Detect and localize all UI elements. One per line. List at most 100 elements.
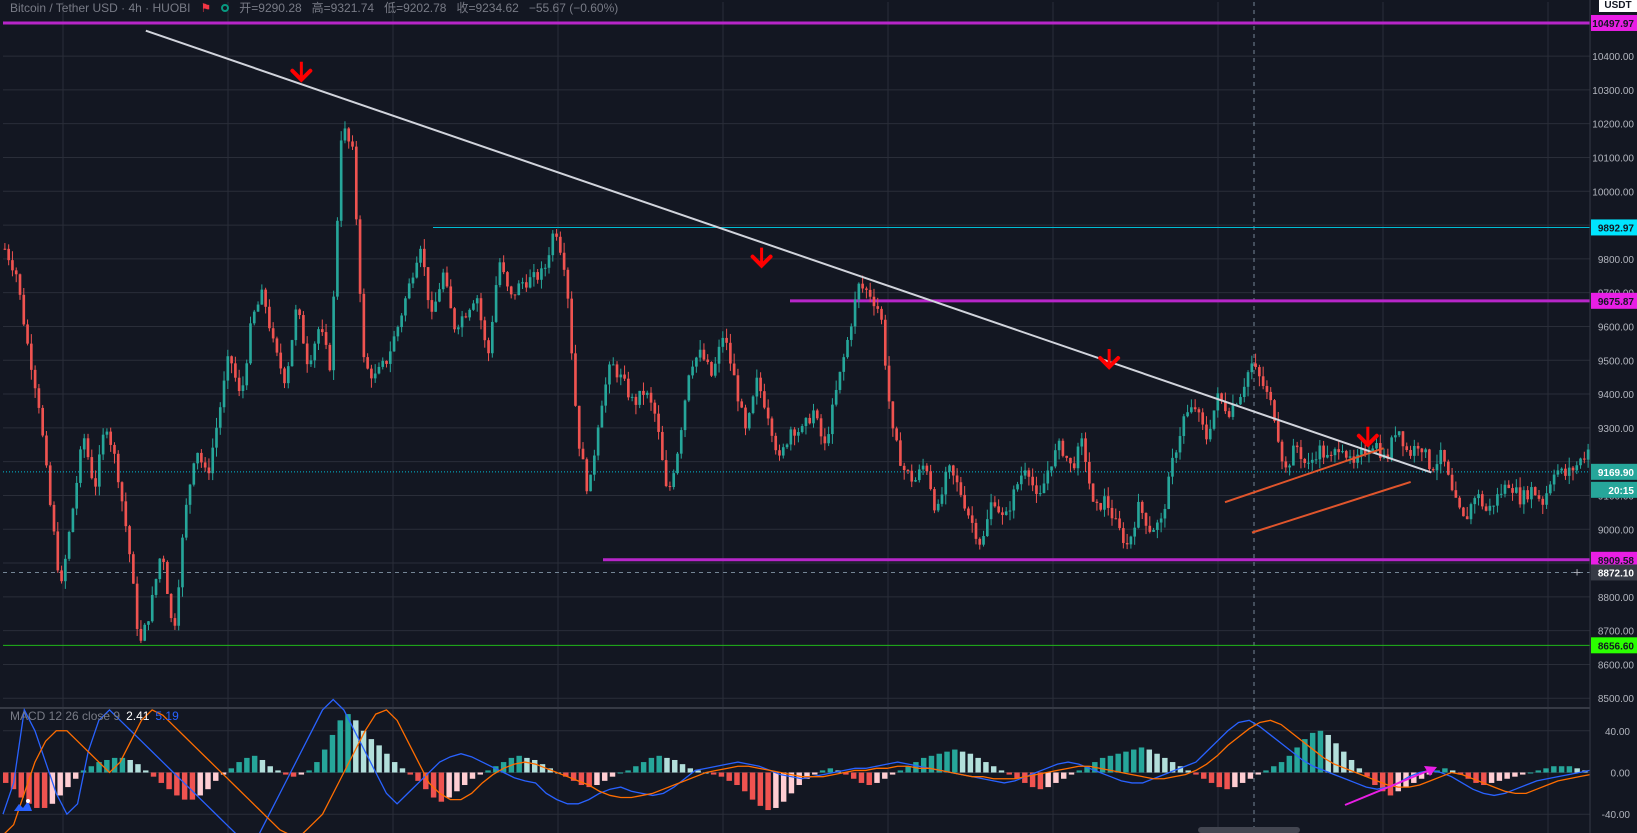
candle-body <box>1133 527 1137 537</box>
arrow-head <box>290 68 313 83</box>
candle-body <box>1511 488 1514 493</box>
price-tick-label: 10300.00 <box>1592 86 1634 97</box>
candle-body <box>902 465 906 471</box>
signal-value: 5.19 <box>155 709 179 723</box>
candle-body <box>181 537 184 588</box>
candle-body <box>52 504 56 532</box>
macd-histogram-bar <box>174 772 180 796</box>
candle-body <box>819 418 823 437</box>
macd-histogram-bar <box>1138 747 1145 773</box>
macd-histogram-bar <box>874 772 880 783</box>
candle-body <box>1276 420 1280 442</box>
candle-body <box>1095 501 1099 504</box>
channel-upper-line[interactable] <box>1224 447 1385 504</box>
tradingview-logo-icon[interactable] <box>12 797 34 815</box>
macd-histogram-bar <box>959 751 966 773</box>
candle-body <box>812 410 815 424</box>
candle-body <box>1462 507 1465 517</box>
candle-body <box>1439 449 1443 465</box>
candle-body <box>1541 498 1545 505</box>
flag-icon[interactable]: ⚑ <box>200 0 212 15</box>
candle-body <box>1163 508 1167 519</box>
candle-body <box>1020 475 1023 485</box>
channel-lower-line[interactable] <box>1251 480 1411 534</box>
add-alert-icon[interactable]: + <box>1573 564 1581 579</box>
candle-body <box>732 363 736 376</box>
candle-body <box>1492 505 1495 507</box>
candle-body <box>1344 451 1348 458</box>
candle-body <box>808 417 812 424</box>
low-value: 低=9202.78 <box>384 1 447 15</box>
candle-body <box>1212 410 1216 429</box>
price-badge-label: 9675.87 <box>1598 297 1635 308</box>
candle-body <box>974 522 978 539</box>
candle-body <box>604 384 608 406</box>
candle-body <box>135 583 139 629</box>
macd-histogram-bar <box>500 762 507 773</box>
candle-body <box>649 392 653 403</box>
macd-indicator-name[interactable]: MACD 12 26 close 9 <box>10 709 121 723</box>
candle-body <box>1409 450 1412 456</box>
macd-histogram-bar <box>158 772 165 783</box>
price-axis[interactable]: 8500.008600.008700.008800.009000.009100.… <box>1589 0 1637 833</box>
macd-histogram-bar <box>251 755 258 773</box>
candle-body <box>18 274 22 295</box>
macd-histogram-bar <box>765 772 771 811</box>
arrow-head <box>1356 433 1379 448</box>
price-badge <box>1591 14 1637 31</box>
macd-histogram-bar <box>290 772 297 777</box>
candle-body <box>1110 507 1114 519</box>
macd-histogram-bar <box>1006 772 1012 775</box>
candle-body <box>861 283 864 289</box>
candle-body <box>1295 445 1299 448</box>
macd-histogram-bar <box>407 772 413 775</box>
candle-body <box>256 304 260 312</box>
candle-body <box>634 396 638 405</box>
candle-body <box>302 315 305 344</box>
candle-body <box>989 502 993 520</box>
candle-body <box>1008 510 1012 512</box>
price-tick-label: 10000.00 <box>1592 187 1634 198</box>
candle-body <box>317 329 320 344</box>
macd-histogram-bar <box>1294 747 1300 773</box>
candle-body <box>75 482 79 509</box>
candle-body <box>528 277 532 288</box>
candle-body <box>366 357 369 369</box>
macd-histogram-bar <box>1488 772 1495 783</box>
candle-body <box>305 343 309 365</box>
candle-body <box>1310 459 1314 463</box>
candle-body <box>1560 468 1563 471</box>
candle-body <box>1416 445 1420 449</box>
descending-trendline[interactable] <box>145 29 1432 474</box>
currency-badge[interactable]: USDT <box>1599 0 1637 12</box>
sell-arrow-icon <box>290 61 313 83</box>
candle-body <box>332 296 335 371</box>
candle-body <box>676 453 679 474</box>
candle-body <box>271 328 275 339</box>
candle-body <box>320 329 324 333</box>
divergence-line[interactable] <box>1344 769 1431 806</box>
candle-body <box>502 262 505 273</box>
candle-body <box>917 469 921 481</box>
time-scrollbar[interactable] <box>1198 827 1300 833</box>
candle-body <box>124 501 128 527</box>
candle-body <box>623 374 626 379</box>
candle-body <box>98 454 101 487</box>
macd-histogram-bar <box>1123 751 1129 773</box>
candle-body <box>396 327 400 337</box>
macd-histogram-bar <box>656 755 662 773</box>
candle-body <box>1250 363 1254 373</box>
macd-histogram-bar <box>1185 770 1191 773</box>
macd-histogram-bar <box>189 772 196 800</box>
macd-histogram-bar <box>1379 772 1386 792</box>
candle-body <box>842 357 846 372</box>
macd-histogram-bar <box>850 772 857 779</box>
candle-body <box>1265 385 1269 392</box>
macd-histogram-bar <box>477 772 483 775</box>
candle-body <box>188 484 192 505</box>
candle-body <box>203 462 207 468</box>
symbol-title[interactable]: Bitcoin / Tether USD · 4h · HUOBI <box>10 0 191 15</box>
candle-body <box>1201 412 1205 425</box>
